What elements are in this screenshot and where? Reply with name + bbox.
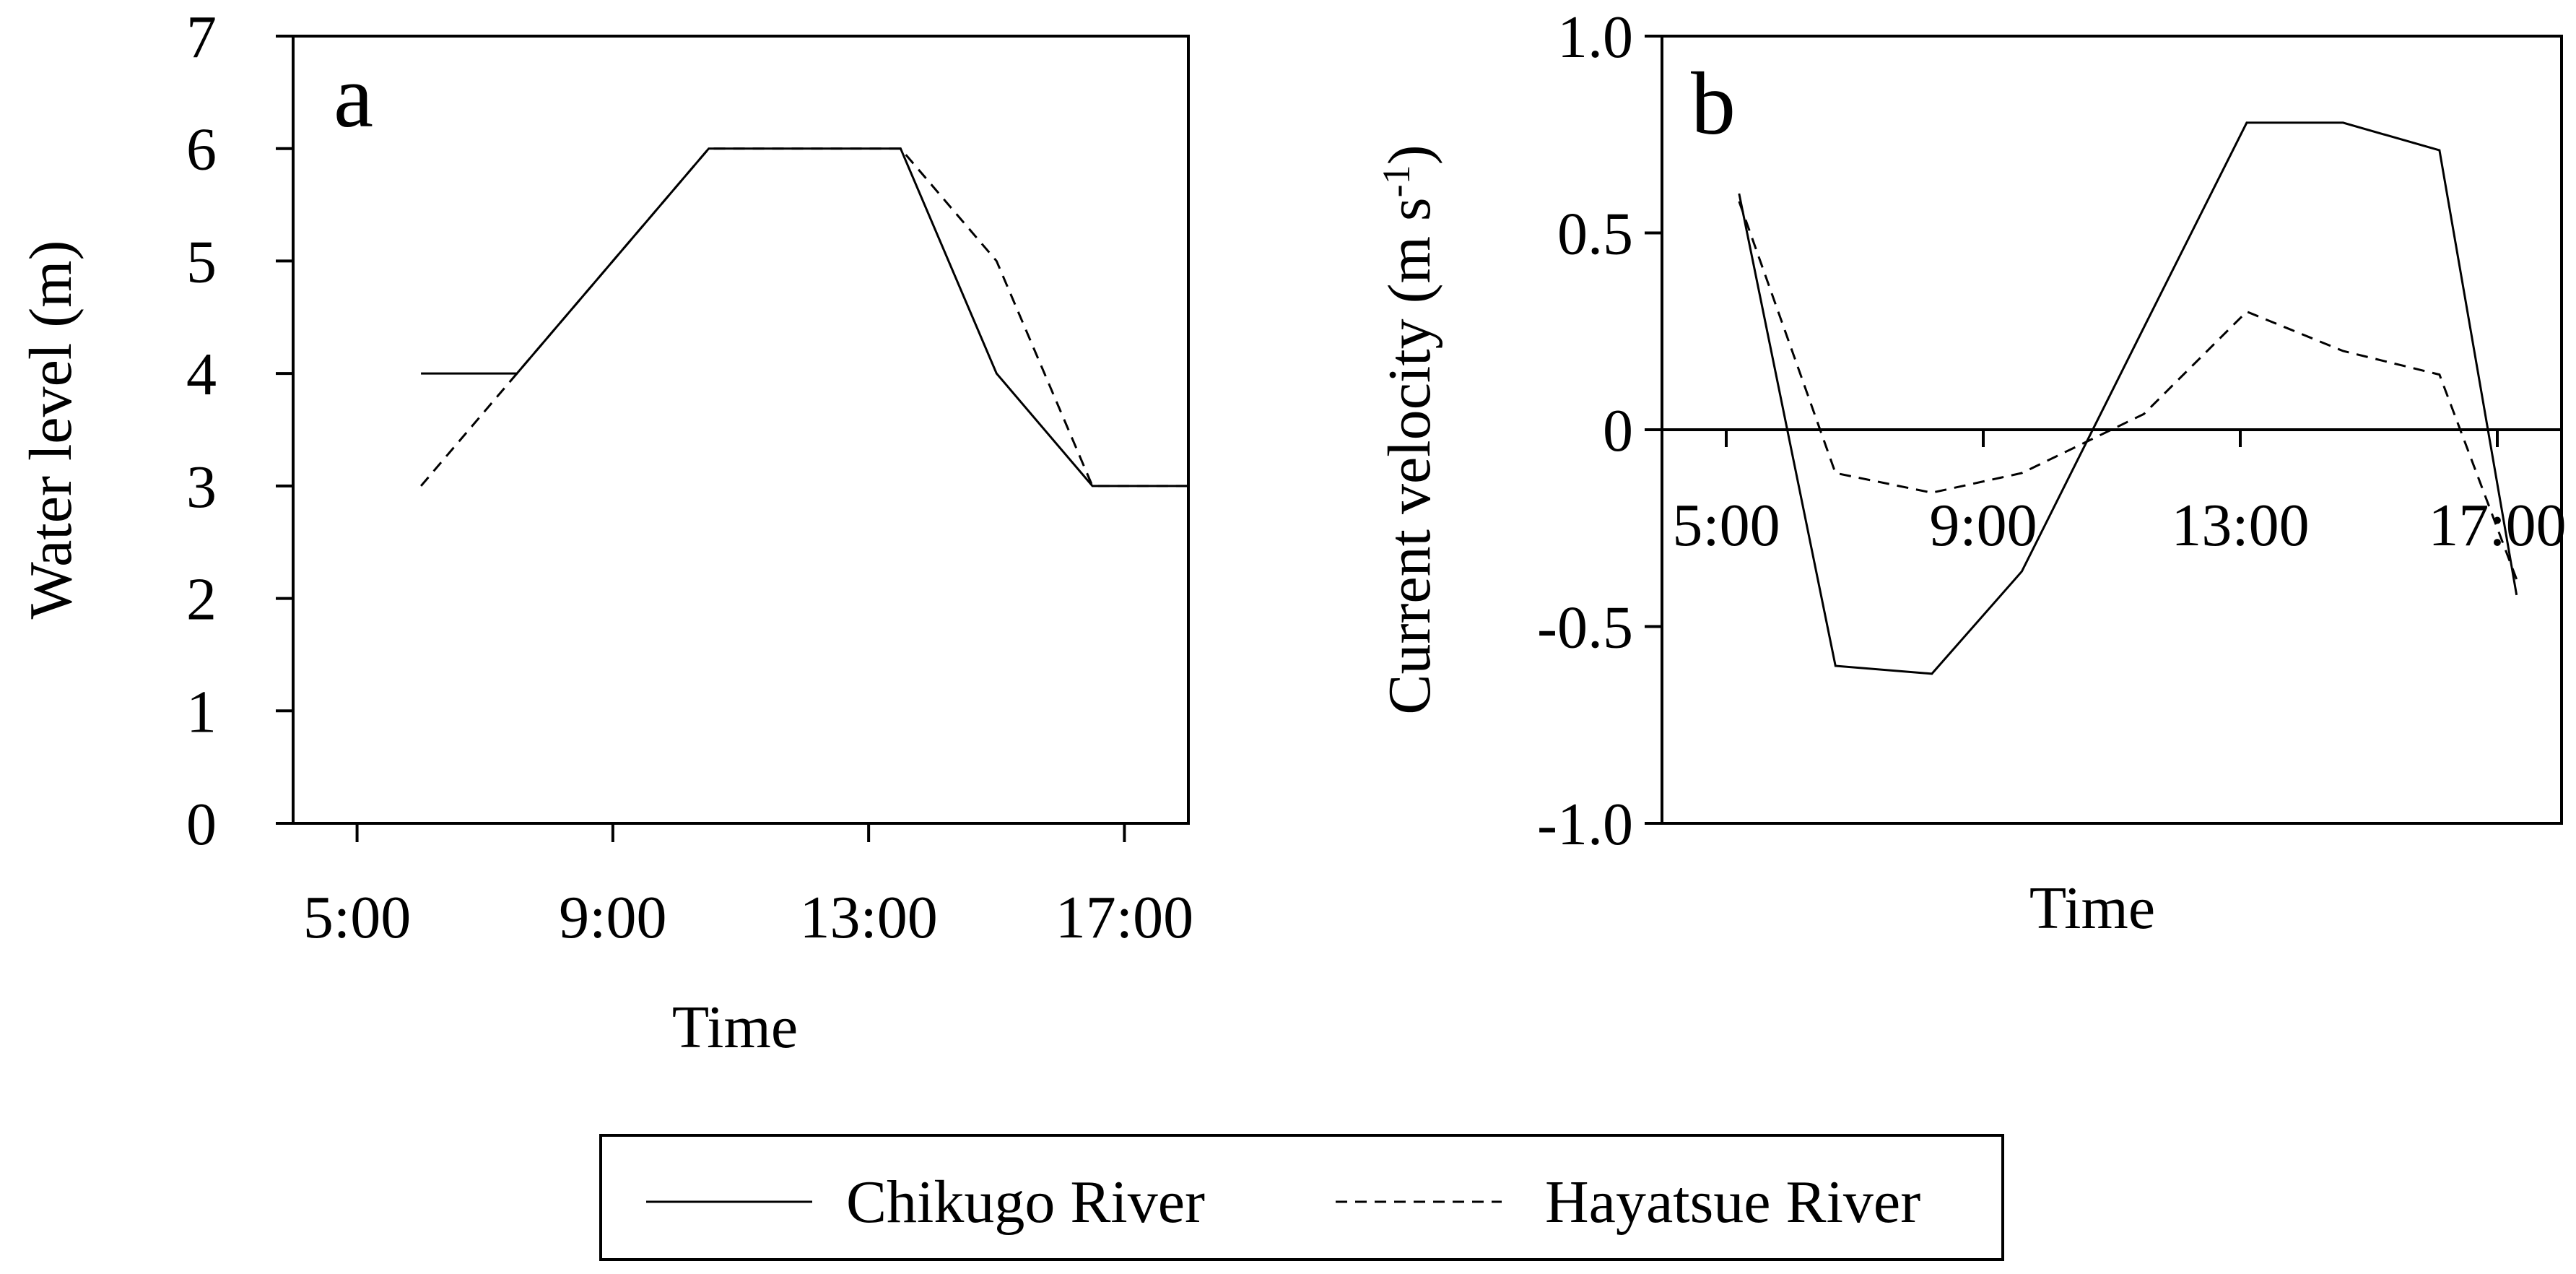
- panel-b-y-label: Current velocity (m s-1): [1375, 144, 1443, 714]
- panel-b: 5:00 9:00 13:00 17:00 -1.0 -0.5 0 0.5 1.0 b Tim…: [1375, 4, 2567, 942]
- panel-b-series: [1738, 121, 2518, 675]
- panel-b-y-tick-label: -1.0: [1537, 791, 1633, 858]
- panel-a: 5:00 9:00 13:00 17:00 0 1 2 3 4 5 6 7 a Time Water…: [17, 4, 1193, 1061]
- legend-label-hayatsue: Hayatsue River: [1545, 1169, 1920, 1236]
- panel-a-x-axis: 5:00 9:00 13:00 17:00: [303, 823, 1193, 951]
- panel-a-y-tick-label: 2: [186, 566, 217, 633]
- panel-a-y-tick-label: 4: [186, 341, 217, 408]
- panel-a-letter: a: [334, 47, 373, 146]
- panel-a-y-tick-label: 7: [186, 4, 217, 71]
- panel-a-frame: [292, 35, 1190, 825]
- panel-b-y-axis: -1.0 -0.5 0 0.5 1.0: [1537, 4, 1662, 858]
- panel-a-x-tick-label: 5:00: [303, 884, 411, 951]
- panel-b-x-label: Time: [2029, 875, 2155, 942]
- panel-a-x-tick-label: 9:00: [559, 884, 666, 951]
- panel-b-x-tick-label: 9:00: [1929, 492, 2037, 559]
- panel-b-series-hayatsue-river: [1738, 201, 2518, 580]
- panel-a-y-tick-label: 0: [186, 791, 217, 858]
- legend-label-chikugo: Chikugo River: [846, 1169, 1205, 1236]
- panel-b-y-tick-label: 0.5: [1557, 201, 1633, 268]
- legend-frame: [599, 1134, 2004, 1261]
- panel-b-y-label-superscript: -1: [1375, 165, 1418, 197]
- panel-a-y-axis: 0 1 2 3 4 5 6 7: [186, 4, 293, 858]
- panel-a-y-tick-label: 1: [186, 678, 217, 745]
- panel-a-x-tick-label: 17:00: [1056, 884, 1193, 951]
- panel-a-y-label: Water level (m): [17, 240, 84, 620]
- panel-a-series-chikugo-river: [421, 147, 1188, 488]
- panel-b-series-chikugo-river: [1738, 121, 2518, 675]
- panel-a-series-hayatsue-river: [419, 147, 1188, 488]
- panel-a-y-tick-label: 3: [186, 454, 217, 521]
- panel-b-y-tick-label: 1.0: [1557, 4, 1633, 71]
- panel-b-x-tick-label: 5:00: [1672, 492, 1780, 559]
- panel-b-x-tick-label: 17:00: [2428, 492, 2566, 559]
- panel-a-y-tick-label: 6: [186, 116, 217, 183]
- panel-b-y-label-main: Current velocity (m s: [1376, 197, 1443, 714]
- panel-a-x-tick-label: 13:00: [799, 884, 937, 951]
- panel-b-x-tick-label: 13:00: [2171, 492, 2309, 559]
- panel-a-series: [419, 147, 1188, 488]
- panel-b-x-axis: 5:00 9:00 13:00 17:00: [1672, 430, 2567, 559]
- legend: Chikugo River Hayatsue River: [599, 1134, 2004, 1261]
- panel-b-y-tick-label: 0: [1603, 397, 1633, 464]
- panel-b-y-label-close: ): [1376, 144, 1443, 165]
- panel-b-letter: b: [1691, 54, 1736, 153]
- panel-b-y-tick-label: -0.5: [1537, 594, 1633, 662]
- panel-a-x-label: Time: [672, 994, 798, 1061]
- panel-a-y-tick-label: 5: [186, 228, 217, 295]
